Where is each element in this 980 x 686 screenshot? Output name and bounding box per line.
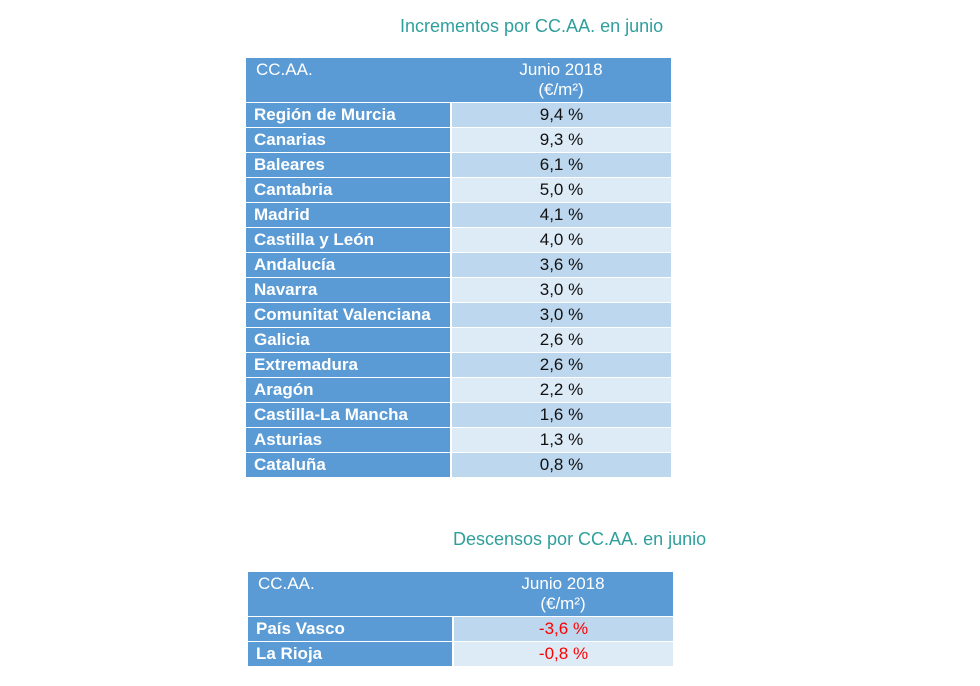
- region-column-header: CC.AA.: [248, 572, 453, 617]
- region-value: 2,6 %: [450, 327, 671, 353]
- region-name: Región de Murcia: [246, 102, 451, 128]
- region-name: Canarias: [246, 127, 451, 153]
- region-value: 0,8 %: [450, 452, 671, 477]
- table-row: Andalucía 3,6 %: [246, 252, 671, 278]
- region-value: 1,3 %: [450, 427, 671, 453]
- decreases-table-title: Descensos por CC.AA. en junio: [453, 529, 707, 549]
- table-row: La Rioja -0,8 %: [248, 641, 673, 666]
- region-value: 3,0 %: [450, 302, 671, 328]
- region-name: Extremadura: [246, 352, 451, 378]
- table-header-row: CC.AA. Junio 2018 (€/m²): [246, 58, 671, 103]
- region-name: Galicia: [246, 327, 451, 353]
- table-row: Asturias 1,3 %: [246, 427, 671, 453]
- column-header-line-2: (€/m²): [538, 80, 584, 99]
- region-value: 6,1 %: [450, 152, 671, 178]
- increases-table-title: Incrementos por CC.AA. en junio: [400, 16, 664, 36]
- table-row: Región de Murcia 9,4 %: [246, 102, 671, 128]
- region-name: Aragón: [246, 377, 451, 403]
- table-header-row: CC.AA. Junio 2018 (€/m²): [248, 572, 673, 617]
- region-value: 3,0 %: [450, 277, 671, 303]
- region-name: La Rioja: [248, 641, 453, 666]
- region-value: 4,0 %: [450, 227, 671, 253]
- region-name: Andalucía: [246, 252, 451, 278]
- table-row: Baleares 6,1 %: [246, 152, 671, 178]
- table-row: Castilla-La Mancha 1,6 %: [246, 402, 671, 428]
- table-row: Aragón 2,2 %: [246, 377, 671, 403]
- region-value: 9,4 %: [450, 102, 671, 128]
- region-name: Cantabria: [246, 177, 451, 203]
- region-name: Asturias: [246, 427, 451, 453]
- region-column-header: CC.AA.: [246, 58, 451, 103]
- june-2018-column-header: Junio 2018 (€/m²): [451, 58, 671, 103]
- region-value: 1,6 %: [450, 402, 671, 428]
- table-row: Canarias 9,3 %: [246, 127, 671, 153]
- region-name: Castilla-La Mancha: [246, 402, 451, 428]
- region-value: 4,1 %: [450, 202, 671, 228]
- column-header-line-2: (€/m²): [540, 594, 586, 613]
- table-row: Galicia 2,6 %: [246, 327, 671, 353]
- table-row: Comunitat Valenciana 3,0 %: [246, 302, 671, 328]
- table-row: Castilla y León 4,0 %: [246, 227, 671, 253]
- region-value: 9,3 %: [450, 127, 671, 153]
- region-value: 5,0 %: [450, 177, 671, 203]
- june-2018-column-header: Junio 2018 (€/m²): [453, 572, 673, 617]
- region-name: Castilla y León: [246, 227, 451, 253]
- region-name: Comunitat Valenciana: [246, 302, 451, 328]
- column-header-line-1: Junio 2018: [521, 574, 605, 593]
- region-name: Navarra: [246, 277, 451, 303]
- region-name: País Vasco: [248, 616, 453, 642]
- table-row: Cataluña 0,8 %: [246, 452, 671, 477]
- decreases-table: CC.AA. Junio 2018 (€/m²) País Vasco -3,6 …: [248, 572, 673, 666]
- table-row: País Vasco -3,6 %: [248, 616, 673, 642]
- region-name: Baleares: [246, 152, 451, 178]
- table-row: Madrid 4,1 %: [246, 202, 671, 228]
- table-row: Extremadura 2,6 %: [246, 352, 671, 378]
- table-row: Cantabria 5,0 %: [246, 177, 671, 203]
- region-value: 2,6 %: [450, 352, 671, 378]
- region-name: Madrid: [246, 202, 451, 228]
- region-name: Cataluña: [246, 452, 451, 477]
- region-value: 3,6 %: [450, 252, 671, 278]
- column-header-line-1: Junio 2018: [519, 60, 603, 79]
- region-value: 2,2 %: [450, 377, 671, 403]
- region-value: -3,6 %: [452, 616, 673, 642]
- region-value: -0,8 %: [452, 641, 673, 666]
- increases-table: CC.AA. Junio 2018 (€/m²) Región de Murci…: [246, 58, 671, 477]
- table-row: Navarra 3,0 %: [246, 277, 671, 303]
